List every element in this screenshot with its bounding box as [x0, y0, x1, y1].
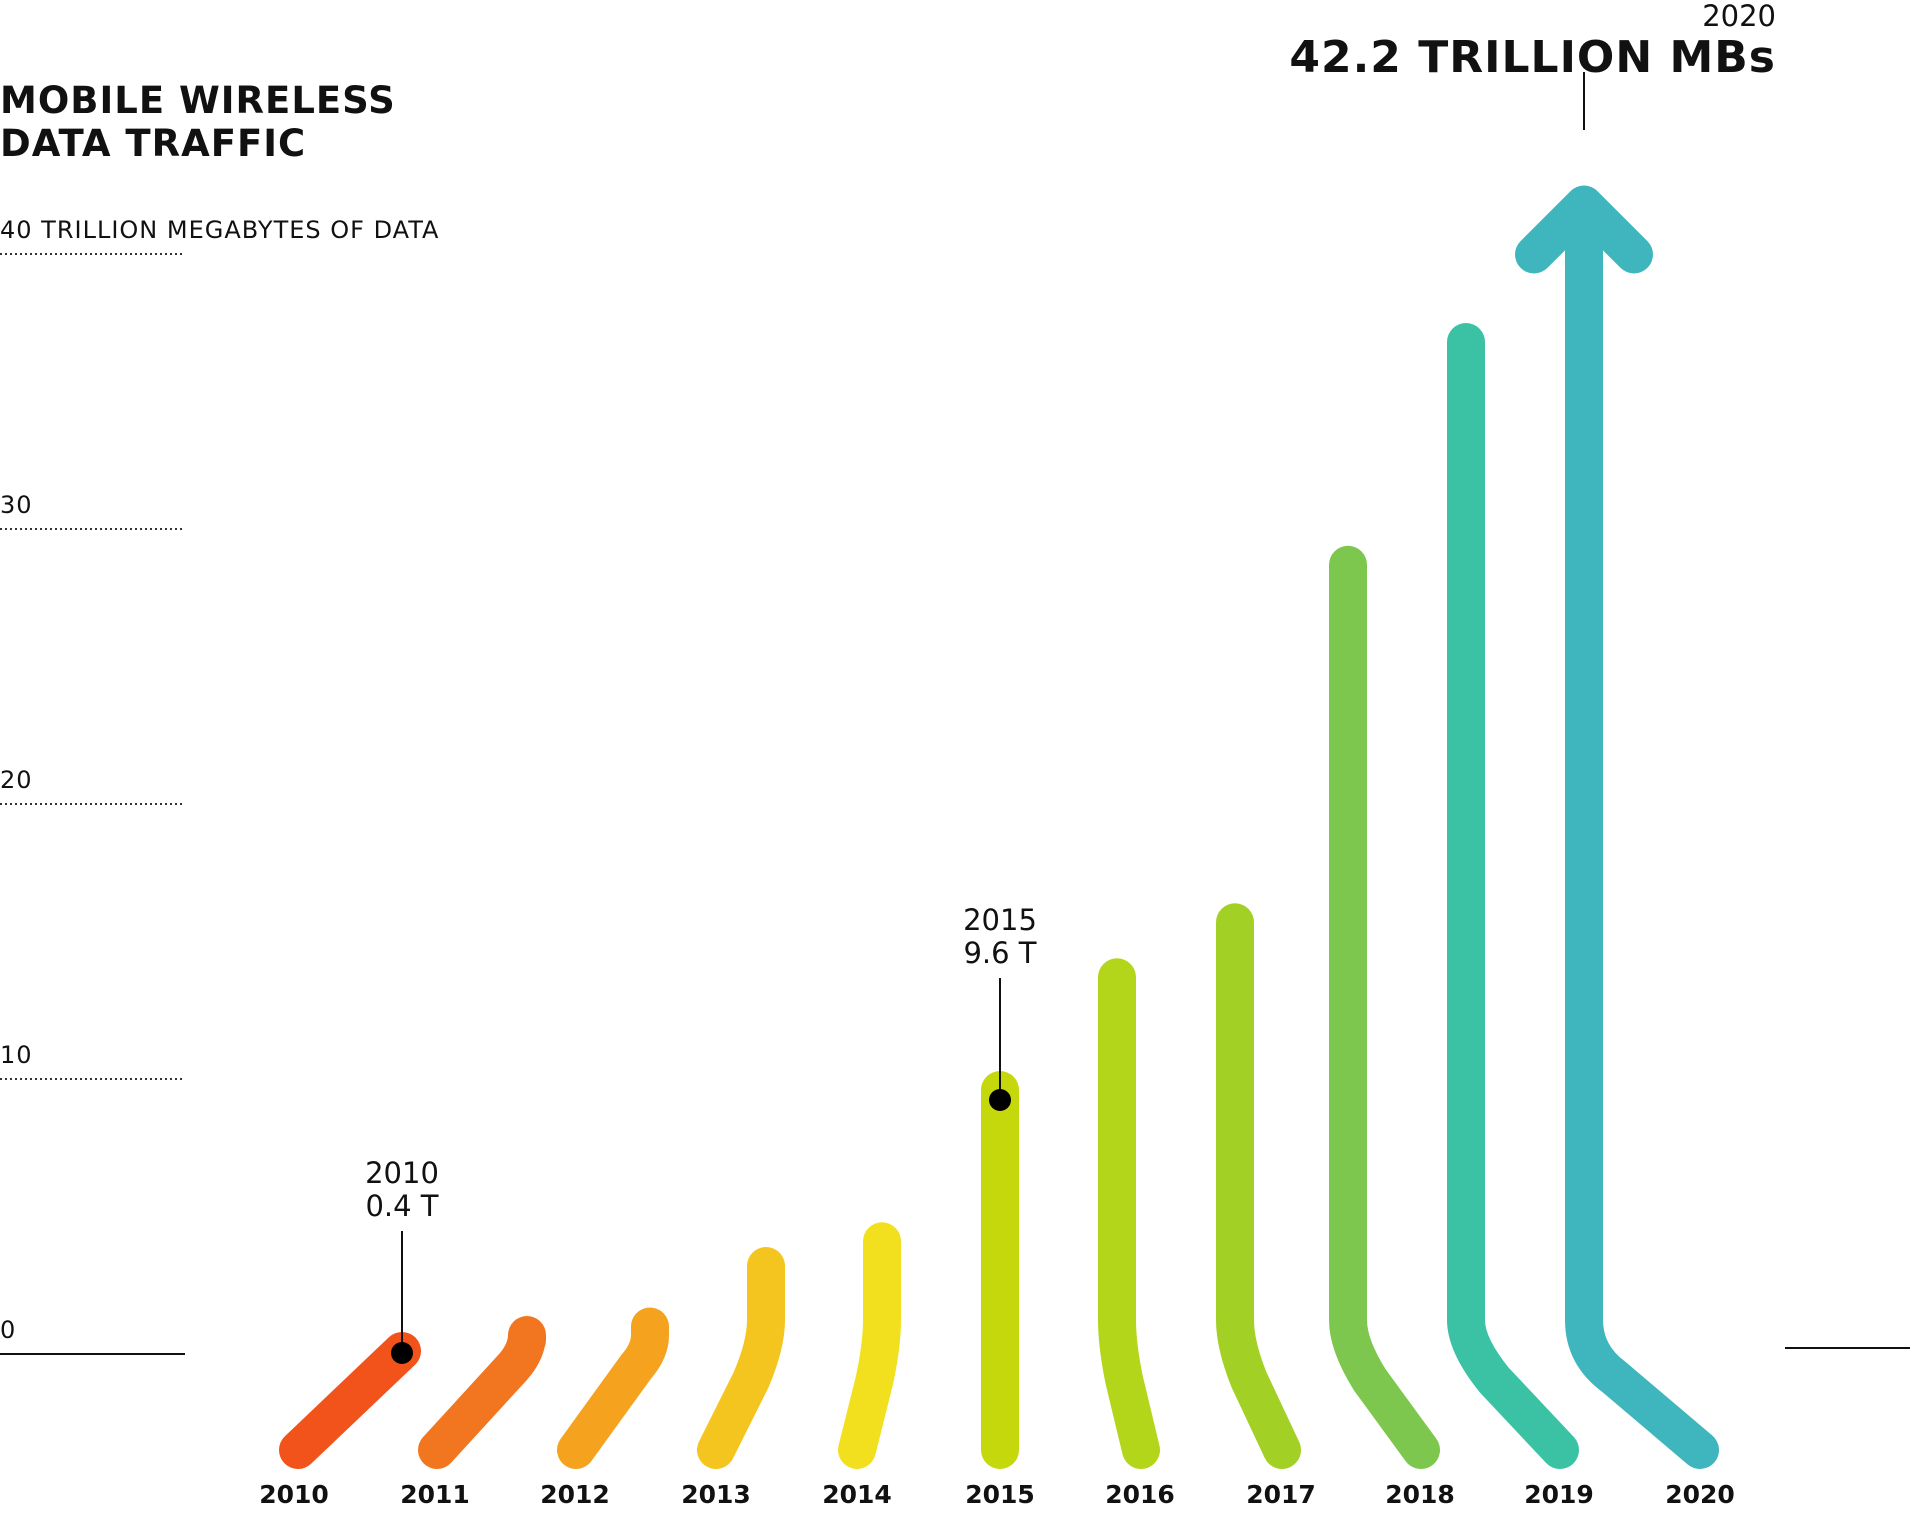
data-stroke-2013: [697, 1247, 785, 1469]
y-tick-label-40: 40 TRILLION MEGABYTES OF DATA: [0, 216, 439, 244]
x-tick-label-2018: 2018: [1385, 1480, 1455, 1509]
chart-title-line-2: DATA TRAFFIC: [0, 122, 306, 165]
annotation-value-2015: 9.6 T: [963, 936, 1036, 970]
data-stroke-2019: [1447, 323, 1579, 1469]
annotation-year-2015: 2015: [963, 903, 1037, 937]
axis-labels: 0 10 20 30 40 TRILLION MEGABYTES OF DATA 2010…: [0, 216, 1735, 1509]
data-stroke-2017: [1216, 903, 1301, 1469]
annotation-value-2010: 0.4 T: [365, 1189, 438, 1223]
annotation-value-2020: 42.2 TRILLION MBs: [1289, 32, 1776, 83]
x-tick-label-2014: 2014: [822, 1480, 892, 1509]
data-stroke-2010: [279, 1332, 421, 1469]
x-tick-label-2020: 2020: [1665, 1480, 1735, 1509]
y-tick-label-10: 10: [0, 1041, 33, 1069]
data-stroke-2020: [1565, 224, 1719, 1469]
data-stroke-2012: [557, 1307, 669, 1469]
x-tick-label-2015: 2015: [965, 1480, 1035, 1509]
gridlines: [0, 253, 1910, 1355]
x-tick-label-2016: 2016: [1105, 1480, 1175, 1509]
marker-dot-2015: [989, 1089, 1011, 1111]
x-tick-label-2019: 2019: [1524, 1480, 1594, 1509]
data-stroke-2018: [1329, 545, 1440, 1469]
x-tick-label-2013: 2013: [681, 1480, 751, 1509]
x-tick-label-2012: 2012: [540, 1480, 610, 1509]
y-tick-label-0: 0: [0, 1316, 16, 1344]
data-strokes: [279, 185, 1719, 1469]
arrowhead-2020: [1515, 185, 1653, 274]
x-tick-label-2017: 2017: [1246, 1480, 1316, 1509]
marker-dot-2010: [391, 1342, 413, 1364]
y-tick-label-30: 30: [0, 491, 33, 519]
data-stroke-2016: [1098, 958, 1160, 1469]
data-stroke-2014: [838, 1222, 901, 1469]
annotation-year-2010: 2010: [365, 1156, 439, 1190]
annotation-year-2020: 2020: [1702, 0, 1776, 33]
x-tick-label-2010: 2010: [259, 1480, 329, 1509]
data-stroke-2011: [418, 1316, 546, 1469]
x-tick-label-2011: 2011: [400, 1480, 470, 1509]
chart-title-line-1: MOBILE WIRELESS: [0, 79, 396, 122]
y-tick-label-20: 20: [0, 766, 33, 794]
